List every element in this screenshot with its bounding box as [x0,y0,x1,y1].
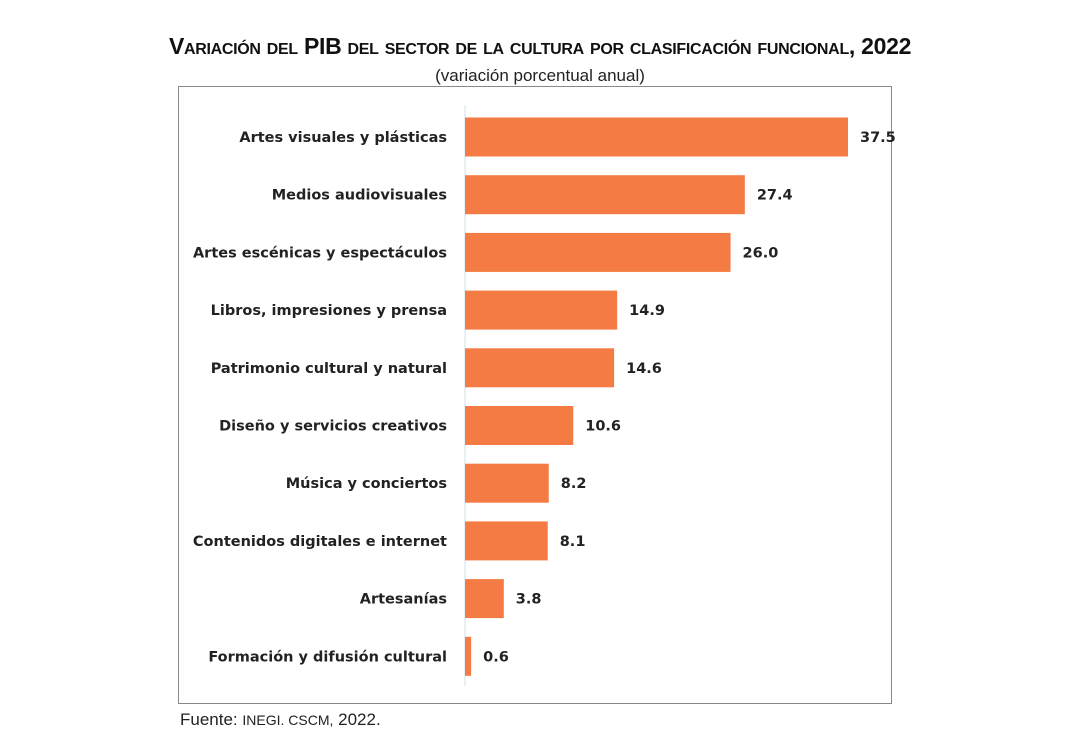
source-year: 2022. [338,710,381,729]
category-label: Patrimonio cultural y natural [211,361,447,377]
value-label: 10.6 [585,419,621,435]
source-org: INEGI. CSCM, [242,712,334,728]
chart-subtitle: (variación porcentual anual) [435,66,645,85]
value-label: 14.6 [626,361,662,377]
category-label: Contenidos digitales e internet [193,534,447,550]
bar [465,232,731,272]
bar [465,290,618,330]
category-label: Artes visuales y plásticas [239,130,447,146]
category-label: Artesanías [360,592,447,608]
value-label: 3.8 [516,592,542,608]
bar [465,579,504,619]
value-label: 37.5 [860,130,896,146]
category-label: Libros, impresiones y prensa [211,303,447,319]
value-label: 8.2 [561,476,587,492]
category-label: Diseño y servicios creativos [219,419,447,435]
value-label: 27.4 [757,188,793,204]
source-label: Fuente: [180,710,238,729]
bar [465,636,472,676]
value-label: 0.6 [483,649,509,665]
category-label: Formación y difusión cultural [208,649,447,665]
category-label: Música y conciertos [286,476,447,492]
value-label: 8.1 [560,534,586,550]
bar [465,521,548,561]
chart-title: Variación del PIB del sector de la cultu… [168,33,912,59]
chart-frame [178,86,892,704]
bar [465,348,615,388]
value-label: 14.9 [629,303,665,319]
bar [465,463,549,503]
bar [465,175,745,215]
source-note: Fuente: INEGI. CSCM, 2022. [180,710,381,730]
value-label: 26.0 [743,245,779,261]
category-label: Medios audiovisuales [272,188,447,204]
bar [465,117,848,157]
bar [465,406,574,445]
category-label: Artes escénicas y espectáculos [193,245,447,261]
